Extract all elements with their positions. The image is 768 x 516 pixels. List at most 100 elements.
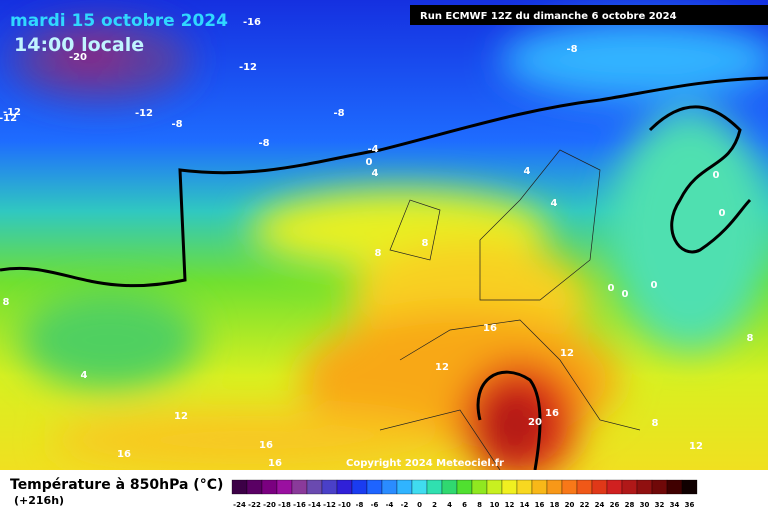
scale-swatch: [411, 479, 428, 495]
contour-label: 8: [652, 418, 659, 429]
scale-swatch: [666, 479, 683, 495]
run-info: Run ECMWF 12Z du dimanche 6 octobre 2024: [420, 11, 677, 22]
scale-label: 16: [535, 501, 545, 509]
scale-swatch: [561, 479, 578, 495]
contour-label: 8: [747, 333, 754, 344]
run-box: [410, 5, 768, 25]
contour-label: -12: [3, 107, 21, 118]
scale-swatch: [636, 479, 653, 495]
contour-label: 16: [259, 440, 273, 451]
contour-label: 16: [483, 323, 497, 334]
time: 14:00 locale: [14, 34, 144, 56]
contour-label: -4: [367, 144, 378, 155]
scale-swatch: [486, 479, 503, 495]
scale-label: 14: [520, 501, 530, 509]
scale-label: 10: [490, 501, 500, 509]
contour-label: -12: [239, 62, 257, 73]
contour-label: -16: [243, 17, 261, 28]
scale-label: -24: [233, 501, 246, 509]
scale-swatch: [276, 479, 293, 495]
scale-swatch: [291, 479, 308, 495]
scale-swatch: [651, 479, 668, 495]
scale-label: 18: [550, 501, 560, 509]
scale-swatch: [621, 479, 638, 495]
contour-label: 4: [81, 370, 88, 381]
scale-swatch: [591, 479, 608, 495]
contour-label: 12: [689, 441, 703, 452]
contour-label: 4: [524, 166, 531, 177]
contour-label: 8: [375, 248, 382, 259]
copyright: Copyright 2024 Meteociel.fr: [346, 458, 504, 469]
lead-time: (+216h): [14, 494, 64, 507]
contour-label: 0: [366, 157, 373, 168]
scale-swatch: [546, 479, 563, 495]
contour-label: 12: [435, 362, 449, 373]
contour-label: 16: [117, 449, 131, 460]
color-scale: -24 -22 -20 -18 -16 -14 -12 -10 -8 -6 -4 -2 0 2 4 6 8 10 1…: [231, 479, 698, 509]
contour-label: 0: [719, 208, 726, 219]
scale-swatch: [306, 479, 323, 495]
scale-label: 34: [670, 501, 680, 509]
scale-swatch: [366, 479, 383, 495]
scale-swatch: [396, 479, 413, 495]
scale-swatch: [531, 479, 548, 495]
scale-label: -10: [338, 501, 351, 509]
contour-label: 16: [545, 408, 559, 419]
scale-swatch: [441, 479, 458, 495]
scale-label: 28: [625, 501, 635, 509]
scale-swatch: [501, 479, 518, 495]
scale-label: -6: [371, 501, 379, 509]
scale-label: 26: [610, 501, 620, 509]
scale-swatch: [321, 479, 338, 495]
scale-swatch: [261, 479, 278, 495]
contour-label: -12: [0, 113, 17, 124]
contour-label: 4: [372, 168, 379, 179]
scale-label: 32: [655, 501, 665, 509]
contour-label: 4: [551, 198, 558, 209]
scale-swatch: [381, 479, 398, 495]
contour-labels: -16-20-8-12-12-12 -12-8-8-8-404 4400880008…: [0, 17, 754, 469]
scale-swatch: [231, 479, 248, 495]
scale-swatch: [246, 479, 263, 495]
scale-label: -22: [248, 501, 261, 509]
scale-label: -4: [386, 501, 394, 509]
scale-swatch: [516, 479, 533, 495]
scale-label: -12: [323, 501, 336, 509]
scale-swatch: [576, 479, 593, 495]
footer-title: Température à 850hPa (°C): [10, 477, 223, 493]
contour-label: 12: [560, 348, 574, 359]
contour-label: 12: [174, 411, 188, 422]
scale-label: 6: [462, 501, 467, 509]
contour-label: 16: [268, 458, 282, 469]
scale-label: 12: [505, 501, 515, 509]
scale-swatch: [456, 479, 473, 495]
scale-label: 0: [417, 501, 422, 509]
scale-label: 2: [432, 501, 437, 509]
scale-swatch: [681, 479, 698, 495]
scale-label: -18: [278, 501, 291, 509]
scale-swatch: [351, 479, 368, 495]
contour-label: -12: [135, 108, 153, 119]
scale-label: 30: [640, 501, 650, 509]
contour-label: 0: [622, 289, 629, 300]
scale-swatch: [471, 479, 488, 495]
scale-label: -20: [263, 501, 276, 509]
contour-label: -8: [258, 138, 269, 149]
contour-label: -20: [69, 52, 87, 63]
contour-label: -8: [171, 119, 182, 130]
scale-label: 4: [447, 501, 452, 509]
contour-label: -8: [333, 108, 344, 119]
scale-label: 24: [595, 501, 605, 509]
scale-swatch: [606, 479, 623, 495]
temperature-field: [0, 0, 768, 480]
scale-label: -2: [401, 501, 409, 509]
contour-label: -8: [566, 44, 577, 55]
contour-label: 20: [528, 417, 542, 428]
contour-label: 8: [3, 297, 10, 308]
contour-label: 8: [422, 238, 429, 249]
scale-label: -14: [308, 501, 321, 509]
scale-label: 36: [685, 501, 695, 509]
scale-swatch: [426, 479, 443, 495]
scale-label: 20: [565, 501, 575, 509]
